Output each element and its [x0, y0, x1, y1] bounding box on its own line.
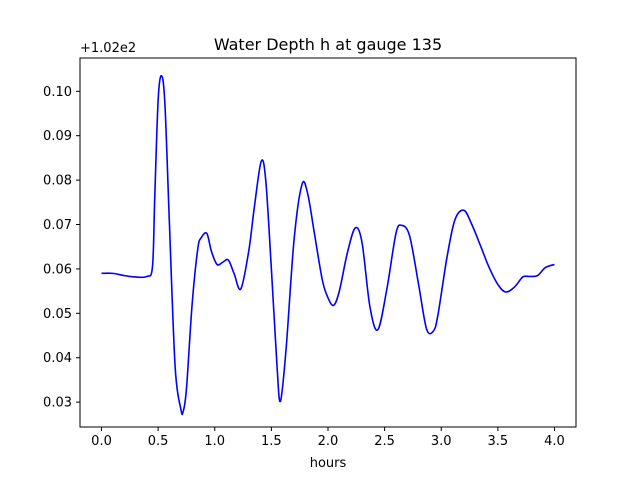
y-tick-label: 0.04: [43, 351, 72, 366]
y-tick-label: 0.05: [43, 307, 72, 322]
chart-title: Water Depth h at gauge 135: [214, 35, 442, 54]
y-tick-label: 0.07: [43, 218, 72, 233]
x-tick-label: 2.5: [374, 434, 395, 449]
x-tick-label: 3.0: [431, 434, 452, 449]
x-tick-label: 2.0: [318, 434, 339, 449]
plot-area: [101, 74, 555, 416]
x-tick-label: 1.0: [204, 434, 225, 449]
y-offset-label: +1.02e2: [80, 41, 136, 56]
x-axis-label: hours: [310, 456, 347, 471]
y-tick-label: 0.08: [43, 174, 72, 189]
series-line: [101, 74, 555, 416]
y-tick-label: 0.09: [43, 129, 72, 144]
y-tick-label: 0.03: [43, 396, 72, 411]
x-tick-label: 0.0: [91, 434, 112, 449]
y-tick-label: 0.10: [43, 85, 72, 100]
x-tick-label: 0.5: [148, 434, 169, 449]
y-tick-label: 0.06: [43, 262, 72, 277]
x-tick-label: 1.5: [261, 434, 282, 449]
y-axis: 0.03 0.04 0.05 0.06 0.07 0.08 0.09 0.10: [43, 85, 80, 411]
x-tick-label: 3.5: [488, 434, 509, 449]
x-tick-label: 4.0: [544, 434, 565, 449]
x-axis: 0.0 0.5 1.0 1.5 2.0 2.5 3.0 3.5 4.0: [91, 427, 565, 449]
